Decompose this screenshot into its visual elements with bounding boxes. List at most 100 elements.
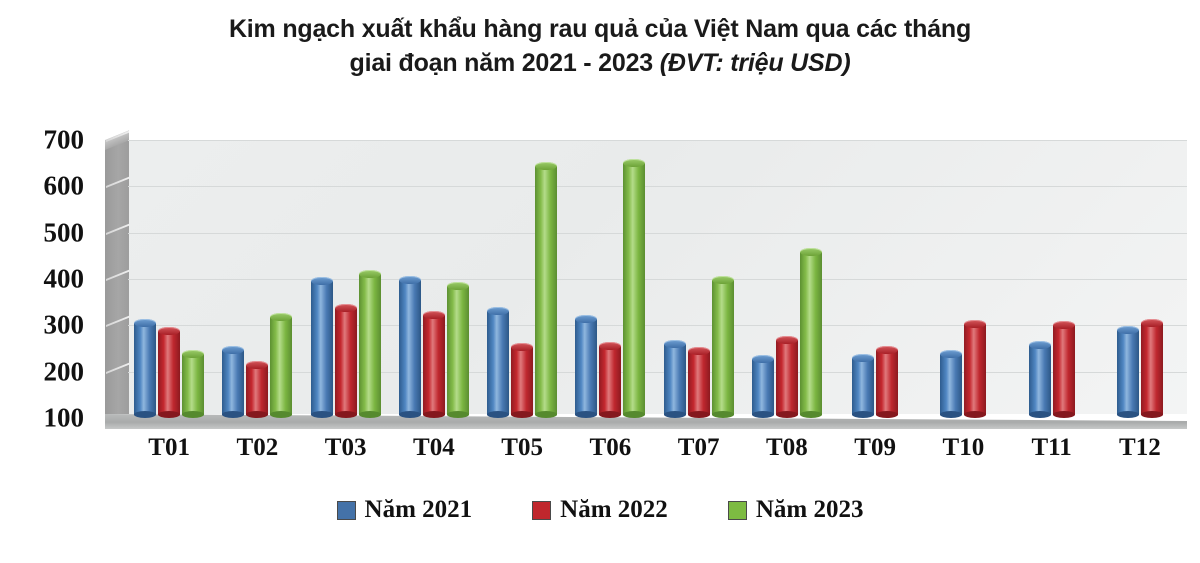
bar-T12-năm-2022 <box>1140 318 1163 418</box>
bar-T07-năm-2021 <box>663 340 686 418</box>
bar-base <box>535 411 558 418</box>
bar-T06-năm-2023 <box>623 159 646 418</box>
bar-body <box>310 280 333 415</box>
bar-group-T03 <box>305 140 393 418</box>
bar-body <box>246 365 269 415</box>
bar-body <box>1052 325 1075 415</box>
bar-body <box>711 280 734 415</box>
x-axis-tick-T06: T06 <box>589 434 632 461</box>
bar-cap <box>511 342 534 351</box>
bar-body <box>663 344 686 415</box>
bar-T11-năm-2021 <box>1028 341 1051 418</box>
bar-T05-năm-2022 <box>511 342 534 418</box>
x-axis-tick-T12: T12 <box>1119 434 1161 461</box>
legend-item-năm-2023[interactable]: Năm 2023 <box>727 496 864 524</box>
bar-group-T10 <box>922 140 1010 418</box>
x-axis-tick-T04: T04 <box>413 434 455 461</box>
bar-body <box>422 315 445 415</box>
y-axis-tick-700: 700 <box>43 124 85 155</box>
bar-body <box>751 359 774 415</box>
legend-label: Năm 2021 <box>364 496 473 523</box>
bar-base <box>575 411 598 418</box>
legend-swatch-icon <box>532 500 552 520</box>
bar-T09-năm-2021 <box>852 354 875 418</box>
bar-cap <box>799 248 822 257</box>
chart-title-period: giai đoạn năm 2021 - 2023 <box>349 49 660 77</box>
legend-item-năm-2021[interactable]: Năm 2021 <box>336 496 473 524</box>
bar-T05-năm-2021 <box>487 306 510 418</box>
bar-body <box>358 273 381 415</box>
bar-T06-năm-2021 <box>575 315 598 418</box>
chart-title-unit: (ĐVT: triệu USD) <box>659 49 851 77</box>
legend-item-năm-2022[interactable]: Năm 2022 <box>532 496 668 524</box>
bar-T08-năm-2022 <box>775 336 798 418</box>
chart-legend: Năm 2021 Năm 2022 Năm 2023 <box>0 496 1200 524</box>
y-axis-tick-600: 600 <box>43 170 85 201</box>
bar-cap <box>940 349 963 358</box>
bar-cap <box>222 346 245 355</box>
bar-body <box>599 346 622 415</box>
bar-T04-năm-2023 <box>446 281 469 418</box>
bar-cap <box>663 340 686 349</box>
bar-body <box>158 330 181 415</box>
gridline-500 <box>128 232 1187 234</box>
y-axis-tick-100: 100 <box>43 402 85 433</box>
x-axis-tick-T01: T01 <box>148 434 190 461</box>
bar-body <box>1028 345 1051 415</box>
bar-base <box>358 411 381 418</box>
bar-cap <box>487 306 510 315</box>
gridline-400 <box>128 279 1187 280</box>
gridline-600 <box>128 186 1187 188</box>
bar-T07-năm-2022 <box>687 347 710 418</box>
bar-cap <box>535 162 558 171</box>
chart-title: Kim ngạch xuất khẩu hàng rau quả của Việ… <box>0 12 1200 80</box>
bar-body <box>940 353 963 415</box>
bar-base <box>775 411 798 418</box>
bar-cap <box>1028 341 1051 350</box>
bar-group-T05 <box>481 140 569 418</box>
bar-T02-năm-2021 <box>222 346 245 418</box>
bar-body <box>775 340 798 415</box>
bar-cap <box>687 347 710 356</box>
bar-base <box>751 411 774 418</box>
bar-cap <box>599 342 622 351</box>
bar-T01-năm-2022 <box>158 326 181 418</box>
bars-layer <box>128 140 1187 418</box>
y-axis-tick-500: 500 <box>43 217 85 248</box>
bar-T08-năm-2023 <box>799 248 822 418</box>
legend-label: Năm 2023 <box>755 496 864 523</box>
bar-base <box>158 411 181 418</box>
bar-group-T02 <box>216 140 304 418</box>
bar-group-T01 <box>128 140 216 418</box>
bar-base <box>1028 411 1051 418</box>
bar-base <box>876 411 899 418</box>
bar-cap <box>751 355 774 363</box>
x-axis-tick-T05: T05 <box>501 434 543 461</box>
bar-base <box>487 411 510 418</box>
bar-T12-năm-2021 <box>1116 326 1139 418</box>
bar-T01-năm-2023 <box>182 350 205 418</box>
bar-body <box>398 280 421 415</box>
bar-base <box>222 411 245 418</box>
bar-T10-năm-2021 <box>940 349 963 418</box>
bar-T04-năm-2022 <box>422 311 445 418</box>
chart-title-line-1: Kim ngạch xuất khẩu hàng rau quả của Việ… <box>228 15 972 43</box>
x-axis-tick-T02: T02 <box>236 434 279 461</box>
bar-T11-năm-2022 <box>1052 321 1075 418</box>
bar-T06-năm-2022 <box>599 342 622 418</box>
plot-area <box>105 130 1187 429</box>
x-axis-tick-T07: T07 <box>677 434 720 461</box>
bar-body <box>687 351 710 415</box>
bar-group-T11 <box>1011 140 1099 418</box>
bar-body <box>964 323 987 415</box>
bar-base <box>852 411 875 418</box>
bar-cap <box>310 276 333 285</box>
bar-cap <box>446 281 469 290</box>
bar-body <box>134 323 157 415</box>
bar-T03-năm-2021 <box>310 276 333 418</box>
bar-body <box>623 163 646 415</box>
bar-T07-năm-2023 <box>711 276 734 418</box>
bar-cap <box>398 276 421 285</box>
bar-base <box>511 411 534 418</box>
x-axis-labels: T01 T02 T03 T04 T05 T06 T07 T08 T09 T10 T11 T12 <box>128 434 1187 468</box>
